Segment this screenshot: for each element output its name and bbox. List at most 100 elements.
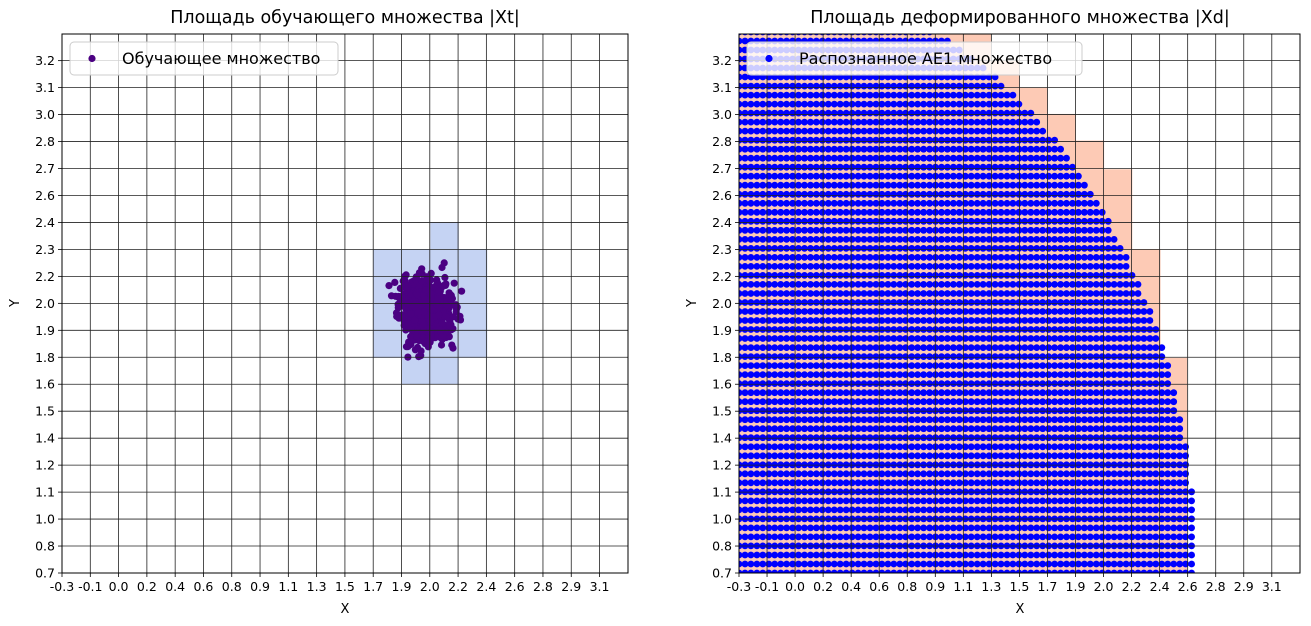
data-point <box>836 389 844 397</box>
data-point <box>819 434 826 442</box>
data-point <box>866 154 874 162</box>
data-point <box>739 524 743 532</box>
data-point <box>1003 389 1011 397</box>
data-point <box>1045 317 1052 324</box>
data-point <box>1015 245 1023 252</box>
data-point <box>872 506 880 514</box>
data-point <box>991 100 999 108</box>
data-point <box>765 470 773 478</box>
data-point <box>1134 353 1142 360</box>
data-point <box>1003 362 1011 369</box>
data-point <box>961 91 969 99</box>
data-point <box>1134 560 1142 568</box>
data-point <box>741 290 749 297</box>
data-point <box>1021 236 1029 243</box>
data-point <box>854 163 862 171</box>
data-point <box>739 118 743 126</box>
data-point <box>753 362 761 369</box>
data-point <box>938 245 945 252</box>
data-point <box>1081 389 1088 397</box>
data-point <box>836 272 844 279</box>
data-point <box>1110 326 1118 333</box>
data-point <box>842 506 850 514</box>
data-point <box>1122 362 1130 369</box>
data-point <box>759 443 767 451</box>
data-point <box>1140 452 1148 460</box>
data-point <box>950 290 957 297</box>
data-point <box>789 236 796 243</box>
data-point <box>848 470 856 478</box>
data-point <box>842 127 850 135</box>
data-point <box>836 335 844 342</box>
data-point <box>1021 416 1029 424</box>
data-point <box>848 407 856 415</box>
data-point <box>1057 181 1064 189</box>
data-point <box>1009 362 1017 369</box>
data-point <box>1015 208 1023 216</box>
data-point <box>1158 443 1166 451</box>
data-point <box>1057 416 1064 424</box>
data-point <box>1158 506 1166 514</box>
data-point <box>765 551 773 559</box>
chart-title: Площадь обучающего множества |Xt| <box>170 8 520 28</box>
data-point <box>1009 163 1017 171</box>
data-point <box>1081 551 1088 559</box>
data-point <box>997 299 1005 306</box>
data-point <box>890 245 898 252</box>
data-point <box>950 434 957 442</box>
data-point <box>878 335 886 342</box>
data-point <box>1146 434 1154 442</box>
data-point <box>997 407 1005 415</box>
data-point <box>1176 425 1184 433</box>
data-point <box>973 425 981 433</box>
data-point <box>824 569 832 573</box>
data-point <box>896 82 904 90</box>
data-point <box>1092 389 1100 397</box>
data-point <box>830 263 838 270</box>
data-point <box>1027 416 1035 424</box>
data-point <box>1092 380 1100 387</box>
data-point <box>961 371 969 378</box>
legend-box <box>69 41 339 76</box>
data-point <box>442 280 450 288</box>
data-point <box>783 127 790 135</box>
data-point <box>896 226 904 234</box>
data-point <box>739 380 743 387</box>
data-point <box>1003 226 1011 234</box>
data-point <box>801 263 808 270</box>
data-point <box>979 344 987 351</box>
data-point <box>1104 569 1112 573</box>
data-point <box>1075 199 1082 207</box>
data-point <box>979 317 987 324</box>
data-point <box>902 226 910 234</box>
data-point <box>1039 308 1047 315</box>
data-point <box>926 398 933 406</box>
data-point <box>854 389 862 397</box>
data-point <box>890 254 898 261</box>
data-point <box>1057 506 1064 514</box>
data-point <box>896 172 904 180</box>
legend-label: Обучающее множество <box>122 49 320 68</box>
data-point <box>884 245 892 252</box>
data-point <box>991 190 999 198</box>
data-point <box>783 100 790 108</box>
data-point <box>878 434 886 442</box>
data-point <box>836 371 844 378</box>
data-point <box>914 118 921 126</box>
data-point <box>1057 452 1064 460</box>
data-point <box>872 254 880 261</box>
data-point <box>961 127 969 135</box>
data-point <box>789 380 796 387</box>
data-point <box>1069 272 1076 279</box>
data-point <box>1086 308 1094 315</box>
data-point <box>920 533 927 541</box>
data-point <box>1027 208 1035 216</box>
data-point <box>1039 524 1047 532</box>
data-point <box>777 569 785 573</box>
data-point <box>979 272 987 279</box>
data-point <box>860 362 868 369</box>
data-point <box>1128 551 1136 559</box>
data-point <box>1116 569 1124 573</box>
data-point <box>991 82 999 90</box>
data-point <box>741 145 749 153</box>
